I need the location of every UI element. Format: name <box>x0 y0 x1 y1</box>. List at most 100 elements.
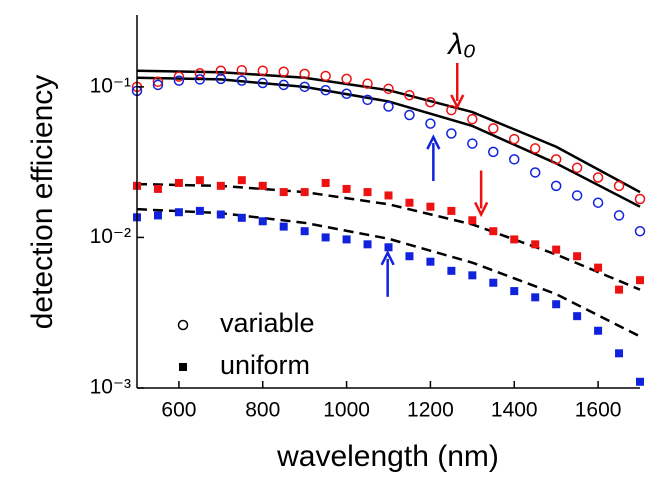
data-point <box>173 71 185 82</box>
data-point <box>384 191 393 200</box>
data-point <box>615 349 624 358</box>
data-point <box>278 79 289 91</box>
data-point <box>634 193 646 205</box>
data-point <box>194 74 206 85</box>
data-point <box>341 88 352 99</box>
data-point <box>550 180 562 192</box>
data-point <box>152 76 164 88</box>
data-point <box>509 133 520 145</box>
data-point <box>215 65 227 76</box>
data-point <box>279 222 288 231</box>
data-point <box>447 206 456 215</box>
data-point <box>552 245 561 254</box>
data-point <box>594 326 603 335</box>
data-point <box>300 227 309 236</box>
legend-label: uniform <box>220 350 310 380</box>
data-point <box>615 285 624 294</box>
fit-line <box>136 76 641 208</box>
data-point <box>613 210 625 221</box>
data-point <box>342 235 351 244</box>
data-point <box>279 188 288 197</box>
data-point <box>195 176 204 185</box>
legend-marker <box>177 319 189 331</box>
data-point <box>321 178 330 187</box>
data-point <box>531 293 540 302</box>
annotation: λ₀ <box>446 28 475 61</box>
data-point <box>174 178 183 187</box>
data-point <box>342 184 351 193</box>
data-point <box>446 128 457 139</box>
x-tick-label: 1200 <box>407 399 454 422</box>
data-point <box>299 81 310 93</box>
y-tick-label: 10⁻¹ <box>90 74 131 97</box>
data-point <box>592 172 604 183</box>
data-point <box>510 235 519 244</box>
data-point <box>300 188 309 197</box>
data-point <box>594 263 603 272</box>
data-point <box>363 188 372 197</box>
data-point <box>468 271 477 280</box>
data-point <box>363 240 372 249</box>
data-point <box>634 225 646 237</box>
data-point <box>425 97 436 108</box>
x-axis-label: wavelength (nm) <box>276 440 499 473</box>
data-point <box>383 101 394 112</box>
data-point <box>153 184 162 193</box>
data-point <box>152 79 164 91</box>
data-point <box>173 75 185 86</box>
data-point <box>571 190 583 201</box>
data-point <box>446 104 457 116</box>
data-point <box>573 312 582 321</box>
data-point <box>404 89 415 101</box>
data-point <box>447 266 456 275</box>
arrow <box>450 62 465 110</box>
data-point <box>237 176 246 185</box>
data-point <box>320 84 331 96</box>
data-point <box>236 64 248 76</box>
data-point <box>573 252 582 261</box>
x-tick-label: 1600 <box>575 399 622 422</box>
data-point <box>341 73 352 85</box>
data-point <box>404 109 415 121</box>
data-point <box>237 213 246 222</box>
data-point <box>405 198 414 207</box>
data-point <box>509 154 520 165</box>
data-point <box>299 68 310 80</box>
data-point <box>552 300 561 309</box>
x-tick-label: 800 <box>245 399 280 422</box>
data-point <box>550 154 562 165</box>
data-point <box>489 278 498 287</box>
x-tick-label: 1000 <box>323 399 370 422</box>
data-point <box>215 73 227 85</box>
data-point <box>278 66 289 77</box>
data-point <box>362 78 373 89</box>
x-tick-label: 600 <box>161 399 196 422</box>
data-point <box>636 276 644 285</box>
data-point <box>257 65 268 76</box>
data-point <box>425 118 436 129</box>
data-point <box>529 143 541 154</box>
data-point <box>216 210 225 219</box>
y-axis-label: detection efficiency <box>26 75 59 330</box>
data-point <box>636 377 644 386</box>
legend-label: variable <box>220 308 315 338</box>
x-tick-label: 1400 <box>491 399 538 422</box>
data-point <box>194 68 206 79</box>
fit-line <box>136 69 641 194</box>
data-point <box>405 252 414 261</box>
data-point <box>383 83 394 95</box>
data-point <box>531 240 540 249</box>
data-point <box>488 123 499 134</box>
data-point <box>384 243 393 252</box>
data-point <box>592 197 604 208</box>
data-point <box>362 94 373 106</box>
data-point <box>510 287 519 296</box>
data-point <box>174 208 183 217</box>
data-point <box>488 146 499 158</box>
data-point <box>426 257 435 266</box>
data-point <box>467 138 478 149</box>
data-point <box>529 167 541 178</box>
y-tick-label: 10⁻² <box>90 225 131 248</box>
data-point <box>258 181 267 190</box>
